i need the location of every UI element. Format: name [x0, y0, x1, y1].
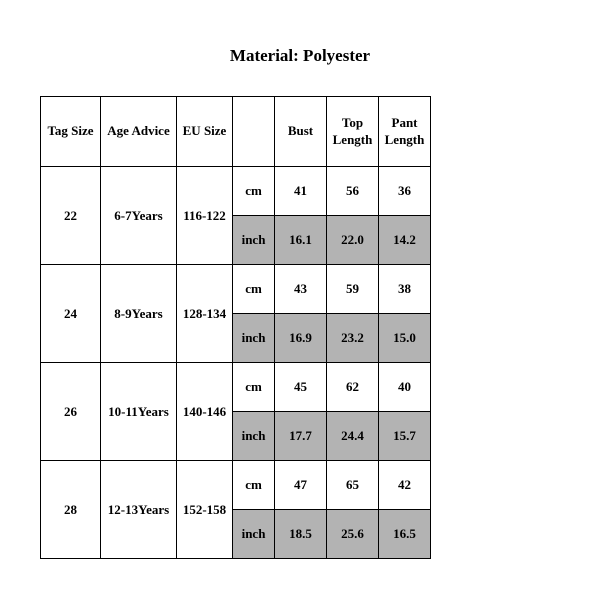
- cell-pant: 15.0: [379, 314, 431, 363]
- cell-age: 6-7Years: [101, 167, 177, 265]
- cell-bust: 43: [275, 265, 327, 314]
- cell-unit-cm: cm: [233, 461, 275, 510]
- cell-eu: 152-158: [177, 461, 233, 559]
- table-row: 24 8-9Years 128-134 cm 43 59 38: [41, 265, 431, 314]
- cell-unit-inch: inch: [233, 510, 275, 559]
- cell-pant: 16.5: [379, 510, 431, 559]
- cell-unit-cm: cm: [233, 265, 275, 314]
- cell-tag: 28: [41, 461, 101, 559]
- cell-pant: 36: [379, 167, 431, 216]
- cell-unit-inch: inch: [233, 216, 275, 265]
- cell-tag: 24: [41, 265, 101, 363]
- cell-bust: 41: [275, 167, 327, 216]
- cell-age: 10-11Years: [101, 363, 177, 461]
- table-header-row: Tag Size Age Advice EU Size Bust Top Len…: [41, 97, 431, 167]
- cell-bust: 16.9: [275, 314, 327, 363]
- cell-pant: 42: [379, 461, 431, 510]
- col-pant: Pant Length: [379, 97, 431, 167]
- cell-eu: 140-146: [177, 363, 233, 461]
- cell-unit-inch: inch: [233, 412, 275, 461]
- cell-tag: 22: [41, 167, 101, 265]
- table-wrap: Tag Size Age Advice EU Size Bust Top Len…: [0, 96, 600, 559]
- cell-pant: 38: [379, 265, 431, 314]
- cell-top: 23.2: [327, 314, 379, 363]
- cell-bust: 17.7: [275, 412, 327, 461]
- cell-bust: 18.5: [275, 510, 327, 559]
- cell-age: 8-9Years: [101, 265, 177, 363]
- cell-bust: 16.1: [275, 216, 327, 265]
- cell-top: 59: [327, 265, 379, 314]
- cell-unit-cm: cm: [233, 363, 275, 412]
- size-table: Tag Size Age Advice EU Size Bust Top Len…: [40, 96, 431, 559]
- cell-top: 22.0: [327, 216, 379, 265]
- col-tag: Tag Size: [41, 97, 101, 167]
- col-bust: Bust: [275, 97, 327, 167]
- cell-bust: 47: [275, 461, 327, 510]
- table-row: 22 6-7Years 116-122 cm 41 56 36: [41, 167, 431, 216]
- col-eu: EU Size: [177, 97, 233, 167]
- cell-pant: 14.2: [379, 216, 431, 265]
- table-row: 28 12-13Years 152-158 cm 47 65 42: [41, 461, 431, 510]
- cell-top: 62: [327, 363, 379, 412]
- cell-eu: 128-134: [177, 265, 233, 363]
- cell-age: 12-13Years: [101, 461, 177, 559]
- page-title: Material: Polyester: [0, 0, 600, 96]
- table-row: 26 10-11Years 140-146 cm 45 62 40: [41, 363, 431, 412]
- cell-top: 24.4: [327, 412, 379, 461]
- cell-pant: 15.7: [379, 412, 431, 461]
- cell-eu: 116-122: [177, 167, 233, 265]
- col-top: Top Length: [327, 97, 379, 167]
- cell-pant: 40: [379, 363, 431, 412]
- col-age: Age Advice: [101, 97, 177, 167]
- cell-bust: 45: [275, 363, 327, 412]
- table-body: 22 6-7Years 116-122 cm 41 56 36 inch 16.…: [41, 167, 431, 559]
- cell-tag: 26: [41, 363, 101, 461]
- cell-top: 56: [327, 167, 379, 216]
- col-unit: [233, 97, 275, 167]
- cell-top: 25.6: [327, 510, 379, 559]
- cell-unit-inch: inch: [233, 314, 275, 363]
- cell-top: 65: [327, 461, 379, 510]
- cell-unit-cm: cm: [233, 167, 275, 216]
